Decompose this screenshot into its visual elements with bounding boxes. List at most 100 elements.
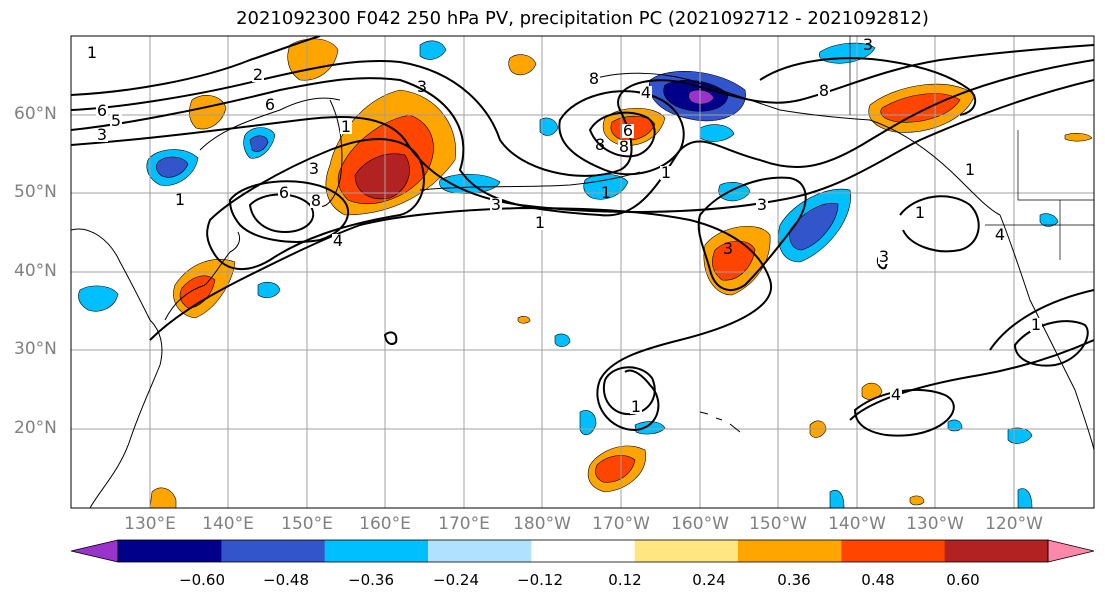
lat-label: 30°N — [14, 339, 57, 359]
contour-label: 1 — [341, 117, 351, 136]
colorbar-tick-label: 0.12 — [608, 571, 642, 589]
contour-label: 8 — [311, 191, 321, 210]
precip-blob — [1064, 133, 1093, 142]
precip-blob — [287, 38, 339, 81]
lon-label: 160°E — [359, 514, 411, 534]
precip-blob — [354, 153, 410, 200]
precip-blob — [579, 410, 597, 436]
precip-blob — [947, 419, 963, 432]
precip-blob — [539, 117, 559, 136]
lon-label: 130°E — [124, 514, 176, 534]
contour-label: 1 — [965, 160, 975, 179]
colorbar-swatch — [221, 540, 326, 562]
precip-blob — [189, 95, 227, 130]
precip-blob — [517, 316, 531, 324]
colorbar-tick-label: −0.60 — [179, 571, 225, 589]
lon-label: 180°W — [513, 514, 571, 534]
contour-label: 1 — [1031, 315, 1041, 334]
colorbar-tick-label: −0.48 — [263, 571, 309, 589]
precip-blob — [554, 333, 571, 347]
contour-label: 6 — [265, 95, 275, 114]
precip-blob — [909, 495, 925, 506]
precip-blob — [249, 135, 269, 152]
lon-label: 150°E — [281, 514, 333, 534]
precip-blob — [257, 281, 281, 299]
precip-blob — [829, 489, 845, 508]
colorbar-tick-label: −0.12 — [517, 571, 563, 589]
hawaii — [699, 411, 741, 433]
precip-blob — [149, 487, 177, 508]
alaska-coast — [589, 72, 1001, 216]
precip-blob — [789, 202, 839, 251]
lat-label: 60°N — [14, 104, 57, 124]
contour-label: 1 — [87, 43, 97, 62]
contour-label: 3 — [417, 77, 427, 96]
contour-label: 1 — [601, 183, 611, 202]
asia-coast — [71, 228, 163, 508]
contour-label: 1 — [661, 163, 671, 182]
precip-blob — [699, 124, 735, 142]
contour-label: 8 — [819, 81, 829, 100]
lon-label: 170°W — [592, 514, 650, 534]
contour-label: 1 — [915, 203, 925, 222]
colorbar-extend-min — [70, 539, 119, 563]
contour-label: 6 — [623, 121, 633, 140]
precip-blob — [1017, 488, 1033, 508]
lon-label: 120°W — [985, 514, 1043, 534]
colorbar-swatch — [324, 540, 429, 562]
borders — [849, 36, 1094, 260]
pv-contours — [71, 36, 1094, 437]
map-title: 2021092300 F042 250 hPa PV, precipitatio… — [236, 8, 929, 29]
contour-label: 4 — [995, 225, 1005, 244]
precip-blob — [688, 89, 715, 105]
colorbar-tick-label: 0.60 — [946, 571, 980, 589]
contour-label: 3 — [757, 195, 767, 214]
contour-label: 3 — [879, 247, 889, 266]
colorbar-tick-label: −0.24 — [433, 571, 479, 589]
contour-label: 3 — [97, 125, 107, 144]
lon-label: 170°E — [438, 514, 490, 534]
contour-label: 3 — [723, 239, 733, 258]
colorbar-extend-max — [1047, 539, 1095, 563]
contour-label: 4 — [891, 385, 901, 404]
precip-blob — [595, 455, 636, 483]
contour-label: 6 — [279, 183, 289, 202]
colorbar-swatch — [944, 540, 1049, 562]
colorbar-outline — [117, 539, 1049, 563]
precip-shading — [78, 38, 1093, 508]
contour-label: 1 — [535, 213, 545, 232]
colorbar-tick-label: 0.24 — [692, 571, 726, 589]
contour-label: 5 — [111, 111, 121, 130]
precip-blob — [78, 285, 119, 312]
colorbar-tick-label: 0.48 — [861, 571, 895, 589]
lon-label: 140°E — [202, 514, 254, 534]
map-frame — [70, 35, 1095, 509]
na-west-coast — [999, 214, 1094, 451]
precip-blob — [419, 40, 447, 60]
lat-label: 20°N — [14, 418, 57, 438]
lon-label: 130°W — [906, 514, 964, 534]
lat-label: 50°N — [14, 182, 57, 202]
precip-blob — [508, 54, 537, 76]
graticule — [71, 36, 1094, 508]
precip-blob — [1039, 213, 1059, 227]
coastlines — [71, 72, 1094, 508]
contour-label: 8 — [589, 69, 599, 88]
precip-blob — [634, 421, 666, 435]
colorbar-swatch — [118, 540, 222, 562]
contour-label: 1 — [631, 397, 641, 416]
precip-blob — [1007, 427, 1033, 444]
contour-label: 2 — [253, 65, 263, 84]
precip-blob — [156, 156, 189, 178]
contour-label-backgrounds — [86, 46, 1042, 414]
colorbar-swatch — [738, 540, 842, 562]
precip-blob — [439, 173, 501, 194]
lon-label: 160°W — [671, 514, 729, 534]
contour-label: 8 — [619, 137, 629, 156]
colorbar-swatch — [841, 540, 946, 562]
colorbar — [70, 539, 1095, 563]
japan — [164, 231, 241, 321]
colorbar-swatch — [531, 540, 636, 562]
colorbar-tick-label: 0.36 — [777, 571, 811, 589]
